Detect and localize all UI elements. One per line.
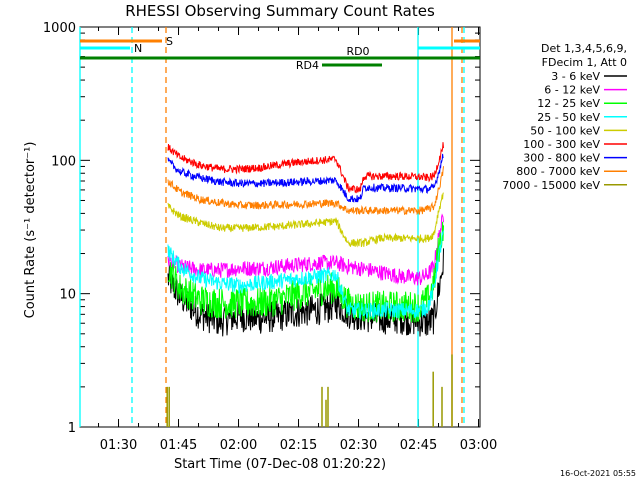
rd4-label: RD4 bbox=[296, 59, 319, 72]
legend-header-line2: FDecim 1, Att 0 bbox=[542, 56, 627, 69]
legend-label: 25 - 50 keV bbox=[537, 111, 600, 124]
plot-frame bbox=[79, 26, 481, 428]
series-line bbox=[167, 166, 444, 216]
series-line bbox=[167, 230, 444, 321]
plot-area: 1 10 100 1000 01:30 01:45 02:00 02:15 02:30 02:45… bbox=[43, 21, 497, 453]
y-tick-label: 1000 bbox=[43, 21, 76, 36]
x-axis-label: Start Time (07-Dec-08 01:20:22) bbox=[174, 457, 386, 472]
legend-label: 100 - 300 keV bbox=[523, 138, 600, 151]
series-line bbox=[167, 192, 444, 248]
legend-label: 300 - 800 keV bbox=[523, 152, 600, 165]
footer-timestamp: 16-Oct-2021 05:55 bbox=[560, 469, 636, 478]
legend-label: 7000 - 15000 keV bbox=[502, 179, 600, 192]
legend-label: 800 - 7000 keV bbox=[516, 165, 600, 178]
legend-label: 3 - 6 keV bbox=[551, 70, 600, 83]
chart-title: RHESSI Observing Summary Count Rates bbox=[125, 2, 435, 20]
legend-label: 12 - 25 keV bbox=[537, 97, 600, 110]
legend-label: 50 - 100 keV bbox=[530, 124, 600, 137]
series-line bbox=[167, 142, 444, 194]
night-label: N bbox=[134, 42, 142, 55]
series-line bbox=[167, 153, 444, 204]
legend-label: 6 - 12 keV bbox=[544, 84, 600, 97]
x-tick-label: 02:15 bbox=[280, 438, 317, 453]
x-tick-label: 01:30 bbox=[100, 438, 137, 453]
x-tick-label: 03:00 bbox=[460, 438, 497, 453]
y-tick-label: 1 bbox=[68, 421, 76, 436]
y-tick-label: 100 bbox=[51, 154, 76, 169]
x-tick-label: 01:45 bbox=[160, 438, 197, 453]
y-tick-label: 10 bbox=[59, 288, 76, 303]
legend: Det 1,3,4,5,6,9, FDecim 1, Att 0 3 - 6 k… bbox=[502, 42, 627, 192]
rd0-label: RD0 bbox=[346, 45, 369, 58]
x-tick-label: 02:30 bbox=[340, 438, 377, 453]
legend-header-line1: Det 1,3,4,5,6,9, bbox=[541, 42, 627, 55]
series-line bbox=[167, 213, 444, 286]
x-tick-label: 02:45 bbox=[400, 438, 437, 453]
x-tick-label: 02:00 bbox=[220, 438, 257, 453]
saa-label: S bbox=[166, 35, 173, 48]
y-axis-label: Count Rate (s⁻¹ detector⁻¹) bbox=[23, 142, 38, 319]
